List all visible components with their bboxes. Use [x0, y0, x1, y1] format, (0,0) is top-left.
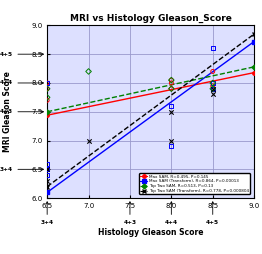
Point [169, 78, 173, 82]
Point [45, 87, 49, 91]
Point [211, 92, 215, 97]
Point [86, 69, 91, 73]
Point [45, 167, 49, 171]
Text: 4+4: 4+4 [0, 81, 43, 86]
Text: 4+3: 4+3 [123, 202, 137, 225]
Point [211, 46, 215, 51]
Text: 4+3: 4+3 [0, 109, 43, 114]
Point [211, 81, 215, 85]
Point [211, 87, 215, 91]
Point [211, 69, 215, 73]
Point [45, 162, 49, 166]
Y-axis label: MRI Gleason Score: MRI Gleason Score [3, 71, 12, 152]
Point [45, 95, 49, 99]
Point [45, 81, 49, 85]
Point [211, 84, 215, 88]
Point [86, 138, 91, 142]
Point [169, 81, 173, 85]
Point [211, 87, 215, 91]
X-axis label: Histology Gleason Score: Histology Gleason Score [98, 228, 203, 237]
Point [169, 87, 173, 91]
Point [169, 110, 173, 114]
Text: 4+5: 4+5 [0, 52, 43, 57]
Text: 3+4: 3+4 [0, 167, 43, 172]
Point [45, 87, 49, 91]
Title: MRI vs Histology Gleason_Score: MRI vs Histology Gleason_Score [70, 14, 232, 23]
Point [169, 104, 173, 108]
Point [211, 87, 215, 91]
Point [45, 173, 49, 177]
Legend: Max SAM, R=0.495, P=0.145, Max SAM (Transform), R=0.864, P=0.00013, Top Two SAM,: Max SAM, R=0.495, P=0.145, Max SAM (Tran… [139, 173, 250, 194]
Point [169, 78, 173, 82]
Point [169, 87, 173, 91]
Point [211, 81, 215, 85]
Text: 3+4: 3+4 [41, 202, 54, 225]
Point [169, 138, 173, 142]
Text: 4+4: 4+4 [165, 202, 178, 225]
Point [45, 98, 49, 102]
Point [45, 81, 49, 85]
Point [45, 167, 49, 171]
Point [45, 179, 49, 183]
Text: 4+5: 4+5 [206, 202, 219, 225]
Point [169, 144, 173, 148]
